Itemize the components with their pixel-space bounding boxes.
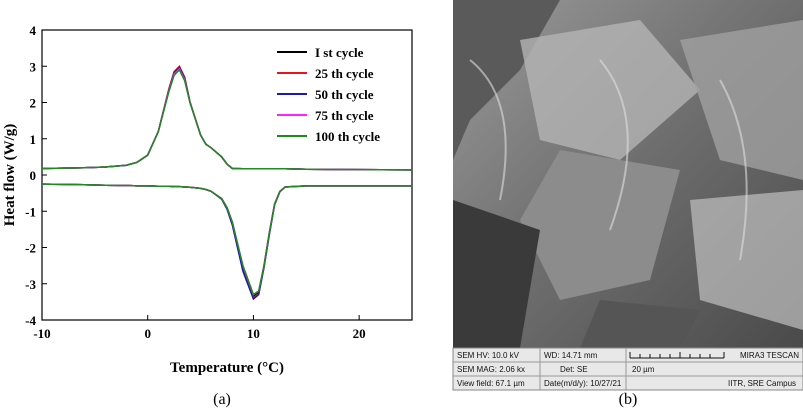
cooling-line	[41, 183, 412, 298]
y-tick-label: 3	[30, 59, 37, 74]
cooling-line	[41, 183, 412, 299]
cooling-line	[41, 183, 412, 296]
sem-info: SEM MAG: 2.06 kx	[457, 365, 525, 374]
y-tick-label: -4	[25, 313, 36, 328]
sem-info: Det: SE	[560, 365, 588, 374]
legend-label: 100 th cycle	[315, 129, 380, 144]
sem-info: View field: 67.1 µm	[457, 379, 525, 388]
y-tick-label: -2	[25, 241, 36, 256]
sem-info: IITR, SRE Campus	[728, 379, 796, 388]
x-tick-label: 20	[353, 326, 366, 341]
cooling-line	[41, 183, 412, 296]
y-tick-label: -3	[25, 277, 36, 292]
y-axis-label: Heat flow (W/g)	[2, 124, 18, 226]
legend-label: I st cycle	[315, 45, 364, 60]
y-tick-label: 0	[30, 168, 37, 183]
cooling-line	[41, 183, 412, 301]
x-tick-label: 10	[247, 326, 260, 341]
legend-label: 75 th cycle	[315, 108, 374, 123]
y-tick-label: 2	[30, 96, 37, 111]
legend-label: 25 th cycle	[315, 66, 374, 81]
legend-label: 50 th cycle	[315, 87, 374, 102]
sem-info: SEM HV: 10.0 kV	[457, 351, 520, 360]
y-tick-label: -1	[25, 204, 36, 219]
sem-image: SEM HV: 10.0 kV WD: 14.71 mm MIRA3 TESCA…	[452, 0, 803, 391]
sem-info: 20 µm	[632, 365, 655, 374]
caption: (b)	[619, 391, 638, 408]
sem-info: WD: 14.71 mm	[544, 351, 598, 360]
x-tick-label: -10	[33, 326, 50, 341]
heating-line	[41, 68, 413, 171]
caption: (a)	[213, 391, 231, 408]
sem-info: MIRA3 TESCAN	[740, 351, 799, 360]
sem-info: Date(m/d/y): 10/27/21	[544, 379, 622, 388]
x-tick-label: 0	[144, 326, 151, 341]
y-tick-label: 4	[30, 23, 37, 38]
x-axis-label: Temperature (°C)	[170, 360, 284, 376]
y-tick-label: 1	[30, 132, 37, 147]
